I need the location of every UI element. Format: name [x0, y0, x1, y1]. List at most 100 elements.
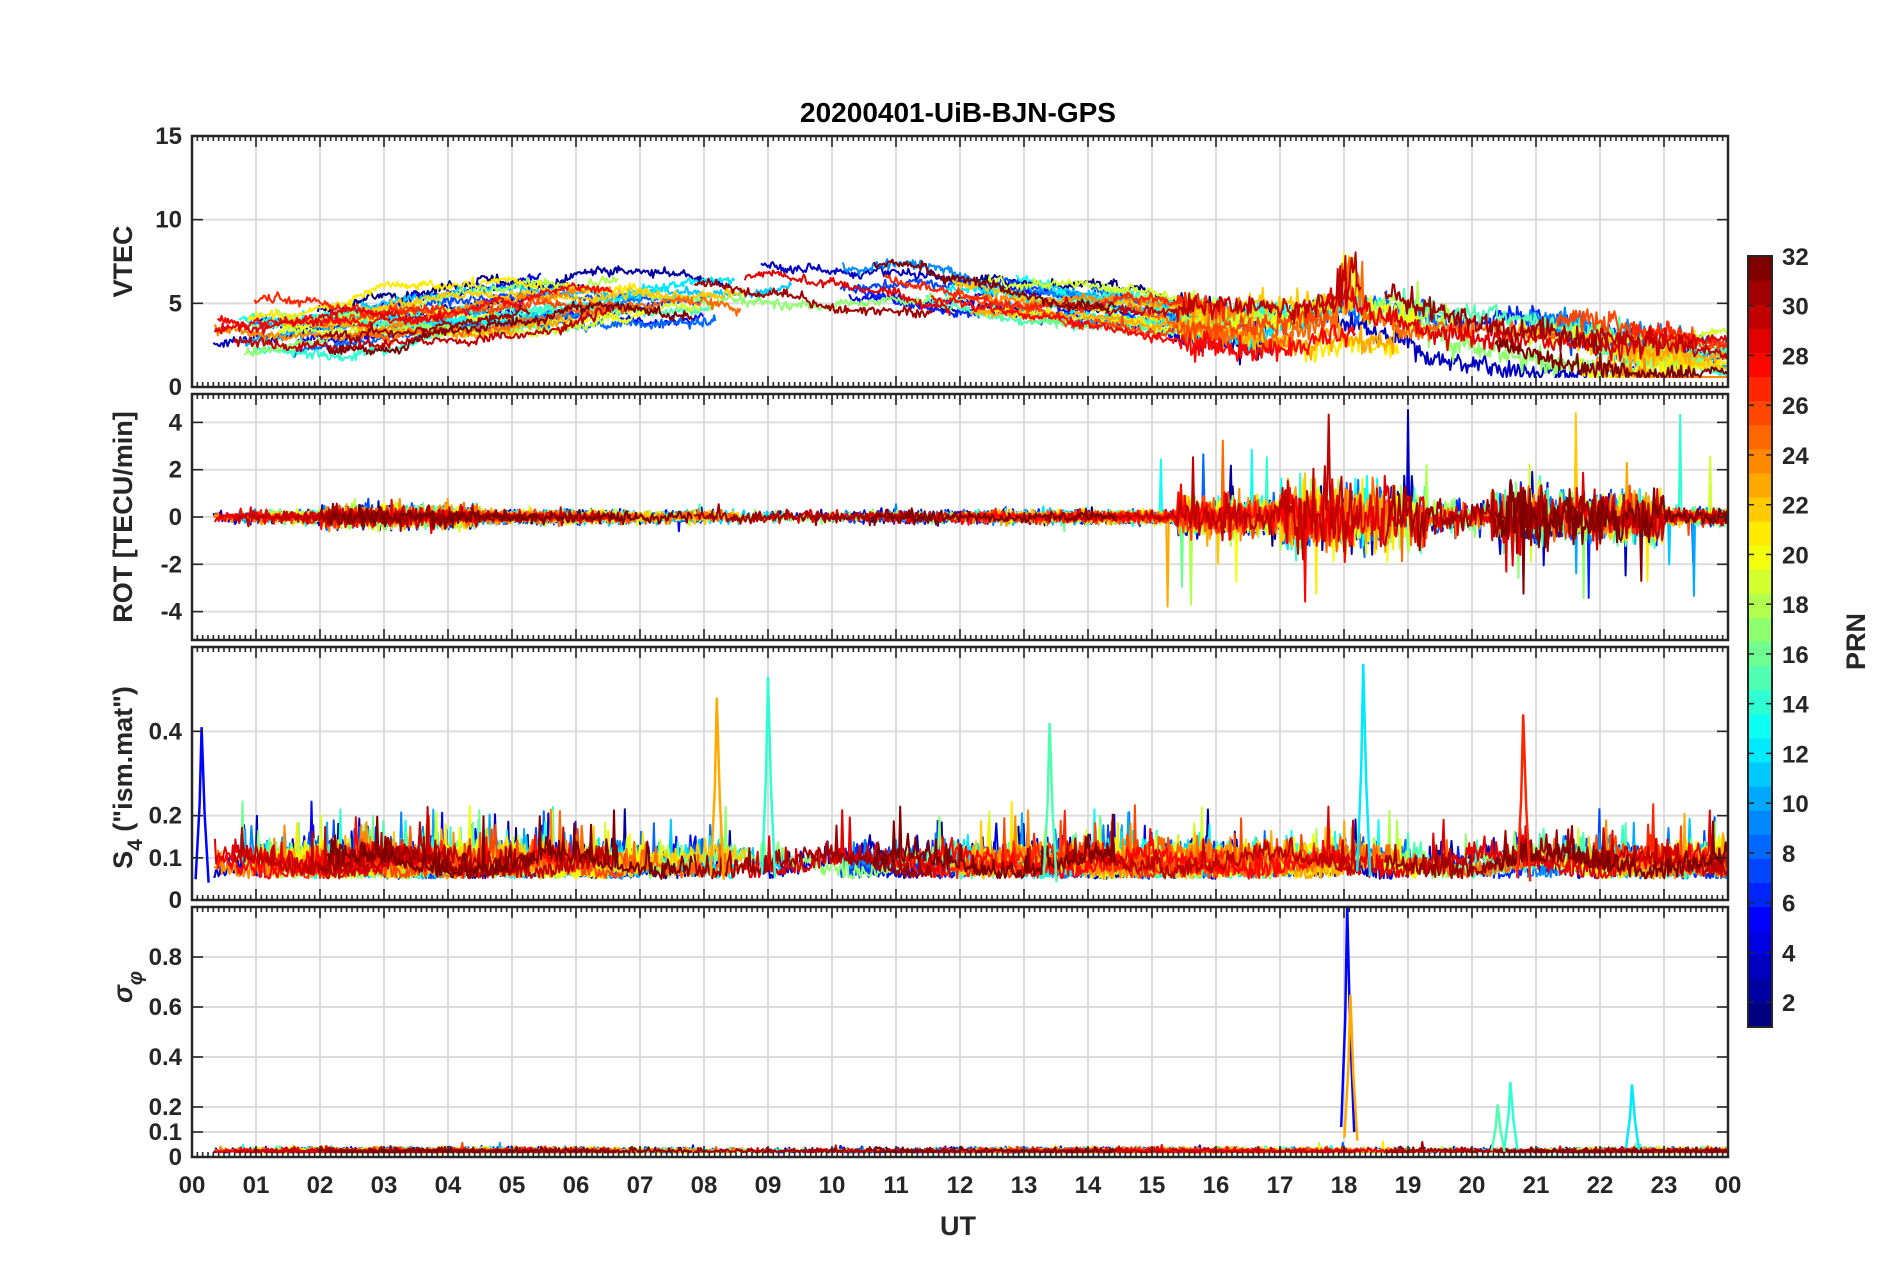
- series-spike: [1042, 722, 1058, 883]
- x-tick-label: 14: [1075, 1172, 1102, 1199]
- colorbar-segment: [1748, 834, 1772, 859]
- y-tick-label: 10: [155, 207, 182, 234]
- y-tick-label: 0.1: [149, 1119, 182, 1146]
- colorbar-segment: [1748, 930, 1772, 956]
- colorbar-tick-label: 28: [1782, 343, 1809, 370]
- series-spike: [194, 727, 210, 883]
- series-line: [1384, 484, 1604, 555]
- colorbar-tick-label: 18: [1782, 592, 1809, 619]
- y-tick-label: -4: [161, 599, 183, 626]
- y-tick-label: 15: [155, 123, 182, 150]
- colorbar-segment: [1748, 737, 1772, 763]
- series-spike: [1503, 1081, 1519, 1150]
- colorbar-segment: [1748, 256, 1772, 281]
- panel-rot: -4 -2 0 2 4 ROT [TECU/min]: [108, 392, 1730, 642]
- x-tick-label: 16: [1203, 1172, 1230, 1199]
- x-tick-label: 10: [819, 1172, 846, 1199]
- colorbar-segment: [1748, 786, 1772, 811]
- x-tick-label: 17: [1267, 1172, 1294, 1199]
- y-tick-label: -2: [161, 551, 182, 578]
- colorbar-segment: [1748, 352, 1772, 378]
- y-tick-label: 0.2: [149, 803, 182, 830]
- colorbar-segment: [1748, 521, 1772, 546]
- series-group: [194, 663, 1728, 883]
- panel-vtec: 0 5 10 15 VTEC: [108, 123, 1730, 401]
- x-tick-label: 18: [1331, 1172, 1358, 1199]
- chart-title: 20200401-UiB-BJN-GPS: [800, 97, 1116, 128]
- colorbar-segment: [1748, 761, 1772, 787]
- x-tick-label: 21: [1523, 1172, 1550, 1199]
- x-tick-label: 01: [243, 1172, 270, 1199]
- colorbar-segment: [1748, 906, 1772, 932]
- series-spike: [760, 676, 777, 878]
- series-line: [326, 300, 694, 356]
- series-line: [233, 306, 612, 353]
- colorbar-segment: [1748, 376, 1772, 402]
- colorbar-segment: [1748, 472, 1772, 498]
- series-group: [212, 409, 1728, 608]
- y-tick-label: 0.4: [149, 718, 183, 745]
- colorbar-tick-label: 8: [1782, 841, 1795, 868]
- x-tick-label: 22: [1587, 1172, 1614, 1199]
- series-line: [1319, 805, 1728, 880]
- y-tick-label: 0: [169, 504, 182, 531]
- colorbar-tick-label: 16: [1782, 642, 1809, 669]
- y-tick-label: 0.8: [149, 944, 182, 971]
- series-line: [1590, 325, 1728, 360]
- colorbar-tick-label: 26: [1782, 393, 1809, 420]
- colorbar-segment: [1748, 617, 1772, 643]
- y-tick-label: 0.2: [149, 1094, 182, 1121]
- colorbar-tick-label: 14: [1782, 692, 1809, 719]
- y-axis-label: VTEC: [108, 225, 138, 297]
- colorbar-segment: [1748, 448, 1772, 474]
- colorbar-segment: [1748, 665, 1772, 691]
- colorbar-tick-label: 20: [1782, 542, 1809, 569]
- colorbar-segment: [1748, 545, 1772, 570]
- y-tick-label: 0.6: [149, 994, 182, 1021]
- colorbar-segment: [1748, 954, 1772, 980]
- panel-s4: 00.10.20.4S4 ("ism.mat"): [108, 645, 1730, 914]
- series-line: [246, 276, 650, 323]
- colorbar-segment: [1748, 858, 1772, 884]
- y-axis-label-suffix: ("ism.mat"): [108, 686, 138, 839]
- series-spike: [1343, 994, 1359, 1141]
- colorbar-tick-label: 30: [1782, 294, 1809, 321]
- x-tick-label: 20: [1459, 1172, 1486, 1199]
- colorbar-segment: [1748, 304, 1772, 329]
- series-line: [252, 302, 568, 362]
- colorbar-segment: [1748, 280, 1772, 305]
- series-line: [693, 824, 933, 880]
- colorbar-segment: [1748, 882, 1772, 908]
- x-tick-label: 00: [179, 1172, 206, 1199]
- x-axis-label: UT: [940, 1211, 976, 1241]
- colorbar-tick-label: 24: [1782, 443, 1809, 470]
- x-tick-label: 09: [755, 1172, 782, 1199]
- colorbar-segment: [1748, 593, 1772, 619]
- series-line: [873, 258, 1116, 314]
- y-axis-label: σφ: [108, 971, 147, 1003]
- x-tick-label: 05: [499, 1172, 526, 1199]
- colorbar-segment: [1748, 569, 1772, 594]
- series-line: [873, 1145, 1116, 1154]
- series-line: [1589, 827, 1728, 877]
- series-line: [872, 805, 1117, 880]
- colorbar-segment: [1748, 328, 1772, 353]
- y-axis-label-main: S: [108, 851, 138, 869]
- y-tick-label: 0.4: [149, 1044, 183, 1071]
- series-spike: [1624, 1084, 1641, 1150]
- colorbar-segment: [1748, 810, 1772, 835]
- x-tick-label: 03: [371, 1172, 398, 1199]
- series-line: [1494, 820, 1728, 880]
- series-line: [693, 277, 934, 319]
- x-tick-label: 07: [627, 1172, 654, 1199]
- x-tick-label: 02: [307, 1172, 334, 1199]
- series-spike: [1515, 714, 1532, 882]
- y-axis-label: ROT [TECU/min]: [108, 411, 138, 622]
- y-tick-label: 0: [169, 887, 182, 914]
- series-spike: [1355, 663, 1372, 877]
- series-line: [930, 294, 1356, 363]
- colorbar-segment: [1748, 689, 1772, 715]
- colorbar-tick-label: 6: [1782, 891, 1795, 918]
- series-line: [213, 305, 447, 335]
